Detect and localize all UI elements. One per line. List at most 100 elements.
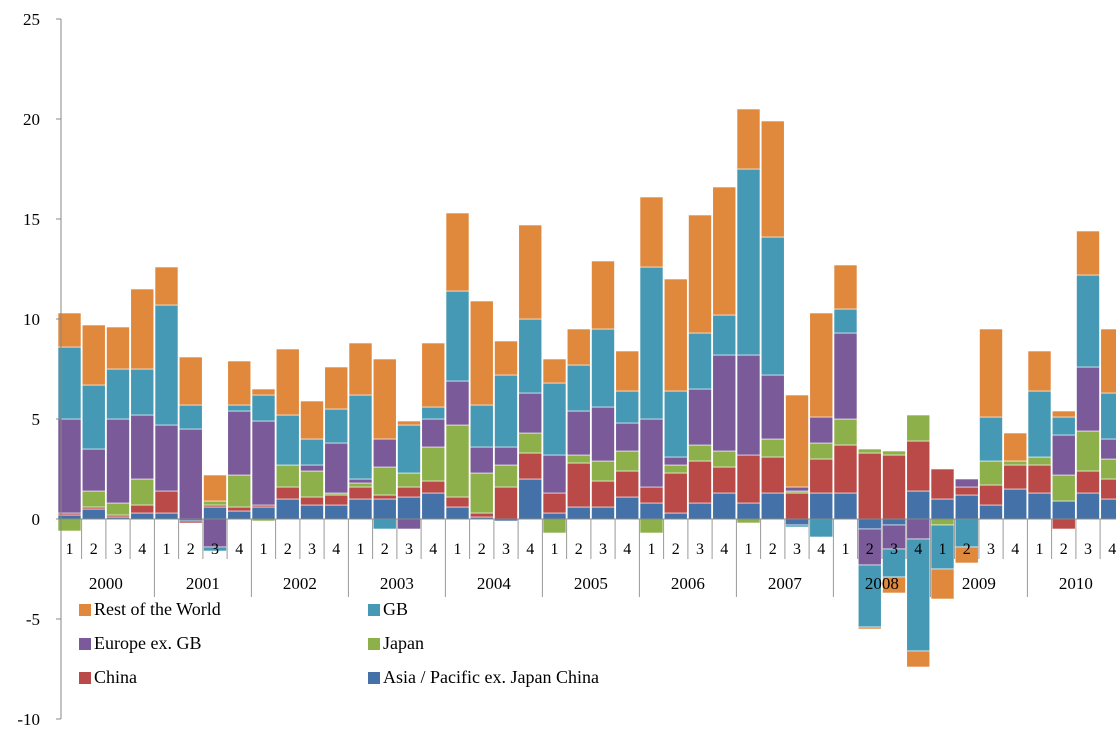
bar-segment bbox=[736, 354, 761, 456]
bar-segment bbox=[397, 496, 421, 520]
bar-segment bbox=[421, 446, 446, 482]
bar-segment bbox=[542, 518, 567, 534]
bar-segment bbox=[1051, 410, 1076, 418]
bar-segment bbox=[906, 440, 931, 492]
bar-segment bbox=[275, 348, 300, 416]
bar-segment bbox=[130, 288, 155, 370]
bar-segment bbox=[300, 496, 324, 506]
bar-segment bbox=[930, 568, 955, 600]
x-tick-label: 3 bbox=[211, 541, 219, 558]
bar-segment bbox=[227, 404, 252, 412]
bar-segment bbox=[178, 428, 203, 520]
x-tick-label: 1 bbox=[1036, 541, 1044, 558]
bar-segment bbox=[979, 484, 1003, 506]
x-tick-label: 2 bbox=[478, 541, 486, 558]
x-tick-label: 3 bbox=[1084, 541, 1092, 558]
bar-segment bbox=[979, 416, 1003, 462]
bar-segment bbox=[688, 388, 712, 446]
bar-segment bbox=[979, 328, 1003, 418]
x-tick-label: 3 bbox=[987, 541, 995, 558]
bar-segment bbox=[421, 342, 446, 408]
bar-segment bbox=[57, 312, 82, 348]
bar-segment bbox=[300, 470, 324, 498]
bar-segment bbox=[130, 414, 155, 480]
bar-segment bbox=[372, 358, 397, 440]
bar-segment bbox=[421, 480, 446, 494]
bar-segment bbox=[809, 492, 834, 520]
bar-segment bbox=[130, 368, 155, 416]
bar-segment bbox=[639, 502, 664, 520]
bar-segment bbox=[833, 264, 858, 310]
bar-segment bbox=[760, 456, 785, 494]
x-tick-label: 2 bbox=[381, 541, 389, 558]
legend-swatch bbox=[79, 638, 91, 650]
bar-segment bbox=[1100, 498, 1116, 520]
bar-segment bbox=[300, 438, 324, 466]
bar-segment bbox=[615, 350, 640, 392]
x-tick-label: 1 bbox=[842, 541, 850, 558]
bar-segment bbox=[275, 414, 300, 466]
bar-segment bbox=[1051, 500, 1076, 520]
bar-segment bbox=[882, 450, 906, 456]
bar-segment bbox=[688, 444, 712, 462]
y-tick-label: 20 bbox=[23, 110, 40, 129]
bar-segment bbox=[760, 438, 785, 458]
bar-segment bbox=[809, 518, 834, 538]
bar-segment bbox=[882, 518, 906, 526]
bar-segment bbox=[445, 212, 470, 292]
bar-segment bbox=[615, 390, 640, 424]
bar-segment bbox=[227, 360, 252, 406]
bar-segment bbox=[809, 416, 834, 444]
x-tick-label: 2 bbox=[575, 541, 583, 558]
bar-segment bbox=[1100, 438, 1116, 460]
bar-segment bbox=[81, 508, 106, 520]
x-tick-label: 4 bbox=[914, 541, 922, 558]
bar-segment bbox=[688, 460, 712, 504]
bar-segment bbox=[130, 512, 155, 520]
bar-segment bbox=[566, 328, 591, 366]
x-tick-label: 2 bbox=[1060, 541, 1068, 558]
legend-label: GB bbox=[383, 599, 408, 619]
x-year-label: 2001 bbox=[186, 574, 220, 593]
bar-segment bbox=[227, 506, 252, 512]
bar-segment bbox=[372, 494, 397, 500]
x-tick-label: 2 bbox=[769, 541, 777, 558]
bar-segment bbox=[712, 186, 737, 316]
bar-segment bbox=[1027, 390, 1052, 458]
bar-segment bbox=[542, 382, 567, 456]
bar-segment bbox=[760, 374, 785, 440]
bar-segment bbox=[979, 504, 1003, 520]
bar-segment bbox=[542, 512, 567, 520]
bar-segment bbox=[542, 454, 567, 494]
bar-segment bbox=[785, 492, 809, 520]
bar-segment bbox=[81, 448, 106, 492]
bar-segment bbox=[906, 518, 931, 540]
x-tick-label: 4 bbox=[332, 541, 340, 558]
bar-segment bbox=[591, 460, 615, 482]
bar-segment bbox=[1027, 456, 1052, 466]
bar-segment bbox=[251, 388, 276, 396]
bar-segment bbox=[324, 366, 349, 410]
bar-segment bbox=[1076, 366, 1100, 432]
legend-label: Europe ex. GB bbox=[94, 633, 201, 653]
x-tick-label: 3 bbox=[114, 541, 122, 558]
bar-segment bbox=[300, 504, 324, 520]
bar-segment bbox=[348, 478, 373, 484]
bar-segment bbox=[1100, 478, 1116, 500]
bar-segment bbox=[1027, 464, 1052, 494]
bar-segment bbox=[81, 384, 106, 450]
bar-segment bbox=[154, 490, 179, 514]
x-tick-label: 4 bbox=[1108, 541, 1116, 558]
bar-segment bbox=[736, 502, 761, 520]
x-year-label: 2002 bbox=[283, 574, 317, 593]
x-tick-label: 4 bbox=[235, 541, 243, 558]
x-year-label: 2010 bbox=[1059, 574, 1093, 593]
bar-segment bbox=[154, 424, 179, 492]
bar-segment bbox=[809, 312, 834, 418]
bar-segment bbox=[397, 518, 421, 530]
bar-segment bbox=[979, 460, 1003, 486]
bar-segment bbox=[591, 406, 615, 462]
bar-segment bbox=[833, 492, 858, 520]
bar-segment bbox=[518, 478, 543, 520]
